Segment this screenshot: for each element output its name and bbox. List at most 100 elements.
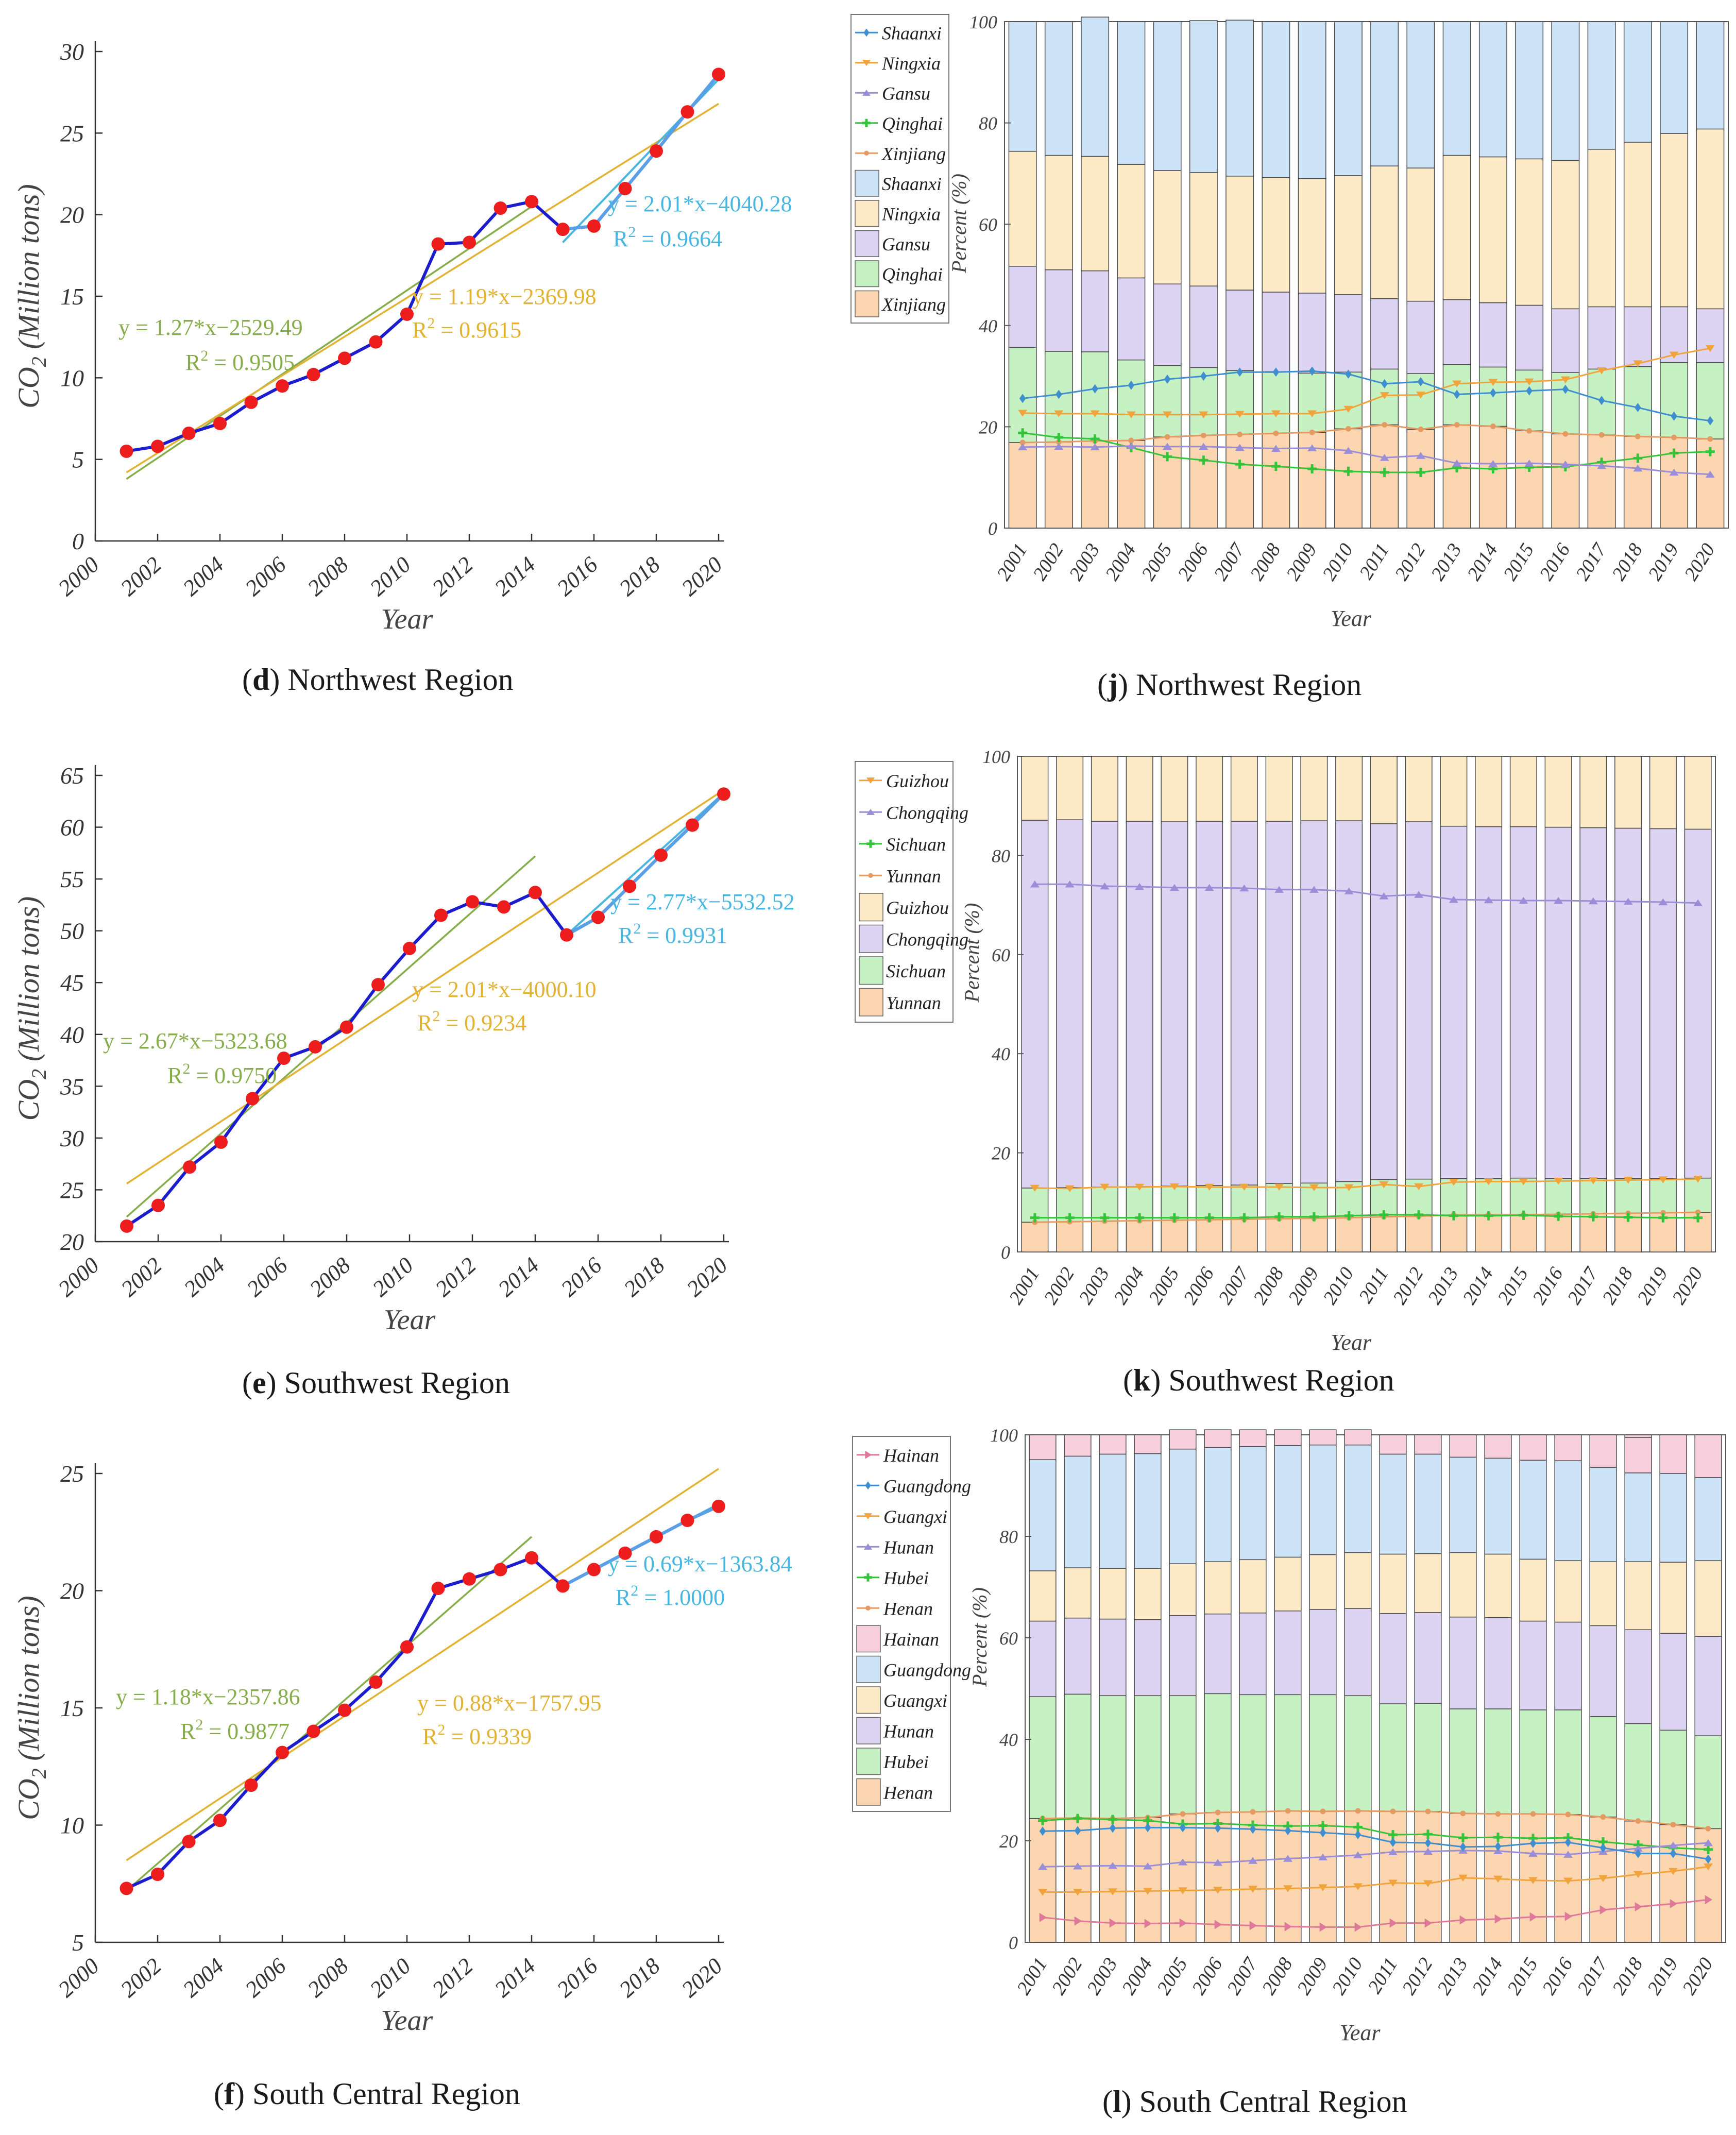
bar-segment-chongqing xyxy=(1335,820,1363,1182)
fit-r2-1: R2 = 0.9750 xyxy=(167,1060,277,1088)
legend-patch-swatch xyxy=(855,170,879,197)
data-point xyxy=(556,223,570,236)
y-tick-label: 60 xyxy=(999,1628,1018,1649)
bar-segment-hubei xyxy=(1134,1695,1162,1818)
marker-triangle-right xyxy=(1564,1911,1573,1921)
y-tick-label: 15 xyxy=(60,1695,84,1721)
marker-dot xyxy=(1495,1835,1501,1840)
bar-segment-shaanxi xyxy=(1370,21,1399,166)
bar-segment-ningxia xyxy=(1334,175,1363,295)
bar-segment-yunnan xyxy=(1265,1218,1293,1252)
bar-segment-shaanxi xyxy=(1044,21,1073,156)
marker-triangle-down xyxy=(1163,411,1172,419)
marker-diamond xyxy=(1354,1830,1361,1840)
bar-segment-guangdong xyxy=(1414,1453,1442,1554)
marker-triangle-down xyxy=(1204,1183,1214,1191)
plot-frame xyxy=(1017,756,1716,1252)
y-tick-label: 50 xyxy=(60,918,84,944)
y-tick-label: 10 xyxy=(60,1812,84,1839)
fit-equation-1: y = 2.67*x−5323.68 xyxy=(103,1028,287,1054)
bar-segment-shaanxi xyxy=(1081,16,1110,157)
marker-triangle-down xyxy=(1065,1185,1075,1193)
x-tick-label: 2020 xyxy=(677,552,727,601)
x-tick-label: 2012 xyxy=(1398,1954,1437,1999)
caption-k: (k) Southwest Region xyxy=(1123,1363,1394,1397)
x-tick-label: 2004 xyxy=(1101,540,1141,585)
marker-triangle-right xyxy=(1670,1899,1678,1909)
chart-l: 0 20 40 60 80 100 2001200220032004200520062007… xyxy=(852,1425,1726,2045)
legend-label: Guangdong xyxy=(883,1659,971,1680)
bar-segment-shaanxi xyxy=(1189,20,1218,173)
bar-segment-henan xyxy=(1029,1818,1057,1943)
marker-diamond xyxy=(1670,1849,1677,1858)
marker-triangle-down xyxy=(1597,367,1607,375)
data-point xyxy=(338,1703,351,1717)
bar-segment-guangdong xyxy=(1169,1448,1197,1564)
marker-triangle-down xyxy=(1344,1184,1354,1192)
fit-equation-3: y = 2.01*x−4040.28 xyxy=(608,191,792,216)
marker-triangle-up xyxy=(1235,444,1245,451)
data-point xyxy=(400,1640,414,1654)
data-point xyxy=(525,195,538,209)
bar-segment-guangdong xyxy=(1519,1460,1547,1560)
x-tick-label: 2015 xyxy=(1503,1954,1542,1999)
data-point xyxy=(463,235,476,249)
bar-segment-chongqing xyxy=(1196,821,1223,1186)
x-tick-label: 2012 xyxy=(1389,1264,1428,1309)
legend-label: Henan xyxy=(883,1598,933,1619)
marker-dot xyxy=(869,842,873,846)
x-tick-label: 2006 xyxy=(241,552,291,601)
x-tick-label: 2004 xyxy=(178,1953,229,2002)
fit-r2-2: R2 = 0.9234 xyxy=(417,1008,526,1036)
bar-segment-xinjiang xyxy=(1081,440,1110,529)
data-point xyxy=(591,910,605,924)
bar-segment-hubei xyxy=(1449,1708,1477,1814)
x-tick-label: 2012 xyxy=(428,552,478,601)
marker-triangle-up xyxy=(1528,1850,1538,1857)
marker-diamond xyxy=(1214,1823,1221,1833)
marker-diamond xyxy=(1056,389,1062,399)
marker-dot xyxy=(1032,1215,1037,1220)
bar-segment-guizhou xyxy=(1161,756,1188,822)
x-tick-label: 2012 xyxy=(431,1252,481,1301)
y-tick-label: 20 xyxy=(992,1143,1010,1164)
marker-triangle-up xyxy=(1693,899,1703,907)
bar-segment-ningxia xyxy=(1515,158,1544,306)
marker-diamond xyxy=(1179,1823,1186,1833)
bar-segment-guizhou xyxy=(1056,756,1084,820)
marker-triangle-up xyxy=(1633,464,1643,472)
marker-triangle-down xyxy=(1560,376,1570,384)
x-tick-label: 2002 xyxy=(1040,1264,1079,1309)
bar-segment-hunan xyxy=(1344,1608,1372,1697)
marker-triangle-up xyxy=(1705,470,1715,478)
marker-circle xyxy=(1598,432,1605,438)
bar-segment-yunnan xyxy=(1300,1217,1328,1252)
x-tick-label: 2018 xyxy=(615,1953,665,2002)
legend-patch-swatch xyxy=(856,1717,881,1744)
marker-circle xyxy=(1019,439,1026,446)
marker-dot xyxy=(1145,1818,1150,1823)
bar-segment-chongqing xyxy=(1579,827,1607,1179)
fit-r2-3: R2 = 1.0000 xyxy=(616,1582,725,1610)
bar-segment-hubei xyxy=(1519,1709,1547,1815)
marker-triangle-up xyxy=(1054,443,1064,450)
x-tick-label: 2020 xyxy=(677,1953,727,2002)
bar-segment-guangdong xyxy=(1239,1446,1267,1561)
y-tick-label: 40 xyxy=(979,316,997,336)
data-point xyxy=(276,1746,289,1759)
y-tick-label: 20 xyxy=(60,1229,84,1255)
marker-diamond xyxy=(863,28,870,37)
fit-equation-2: y = 2.01*x−4000.10 xyxy=(412,977,597,1002)
x-tick-label: 2015 xyxy=(1499,540,1538,585)
data-point xyxy=(623,879,636,893)
x-tick-label: 2017 xyxy=(1573,1953,1613,1998)
marker-dot xyxy=(1273,464,1278,469)
marker-circle xyxy=(1705,1825,1711,1832)
bar-segment-guizhou xyxy=(1405,756,1433,822)
legend-label: Guizhou xyxy=(886,771,949,791)
data-point xyxy=(151,439,164,453)
x-tick-label: 2008 xyxy=(305,1252,355,1301)
marker-diamond xyxy=(1671,411,1677,421)
data-point xyxy=(680,105,694,119)
legend-label: Yunnan xyxy=(886,866,941,886)
